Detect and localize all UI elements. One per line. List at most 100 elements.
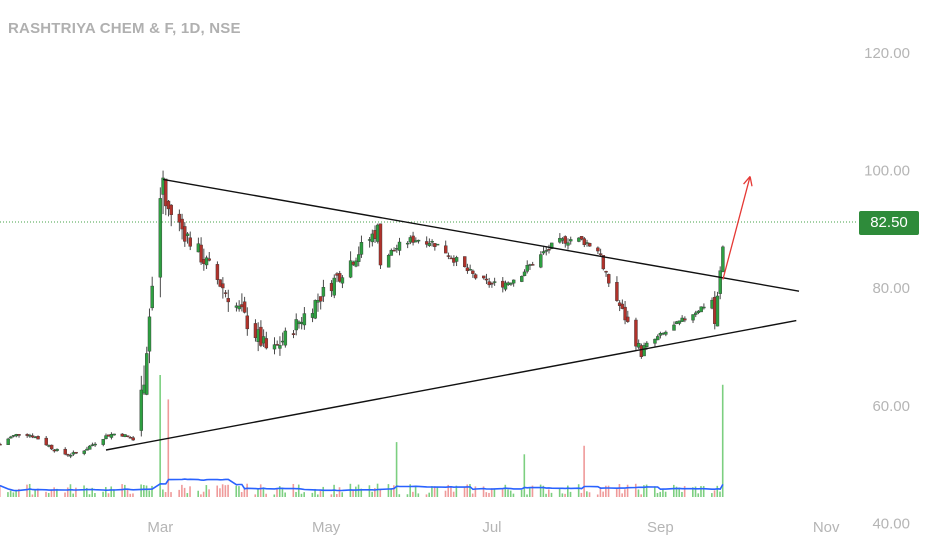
volume-bar (221, 484, 224, 497)
candle-body (55, 448, 59, 451)
volume-bar (561, 493, 564, 497)
candle-body (164, 178, 168, 207)
volume-bar (509, 490, 512, 497)
candle-body (204, 257, 209, 266)
volume-bar (374, 488, 376, 497)
volume-bar (605, 485, 607, 497)
volume-bar (322, 486, 325, 497)
candle-body (131, 437, 135, 441)
volume-bar (297, 484, 300, 497)
candle-body (44, 437, 48, 446)
candle-body (207, 258, 211, 261)
volume-bar (257, 489, 259, 497)
volume-bar (577, 484, 580, 497)
volume-bar (0, 484, 1, 497)
candle-body (109, 434, 114, 438)
volume-bar (18, 488, 20, 497)
volume-bar (387, 484, 390, 497)
volume-bar (197, 490, 199, 497)
volume-bar (300, 493, 303, 497)
candle-body (503, 282, 508, 290)
volume-bar (140, 484, 142, 497)
volume-bar (501, 488, 504, 497)
volume-bar (352, 490, 354, 497)
candle-body (492, 281, 497, 283)
volume-bar (692, 487, 694, 497)
volume-bar (50, 489, 53, 497)
volume-bar (281, 487, 284, 497)
x-tick-label: Mar (147, 519, 173, 536)
candle-body (482, 275, 486, 279)
volume-bar (395, 442, 398, 497)
candle-body (177, 213, 182, 223)
candle-body (158, 198, 163, 278)
candle-body (392, 249, 396, 252)
volume-bar (520, 489, 523, 497)
volume-bar (637, 489, 640, 497)
candle-body (424, 241, 429, 245)
candle-body (264, 338, 269, 349)
volume-bar (240, 492, 243, 497)
volume-bar (643, 485, 645, 497)
candle-body (36, 436, 40, 440)
volume-bar (148, 490, 151, 497)
volume-bar (523, 454, 526, 497)
candle-body (473, 274, 478, 279)
volume-bar (110, 486, 113, 497)
volume-bar (335, 494, 338, 497)
candle-body (302, 313, 307, 326)
volume-bar (580, 492, 583, 497)
volume-bar (121, 484, 123, 497)
candle-body (721, 246, 725, 272)
candle-body (17, 434, 21, 436)
volume-bar (355, 486, 357, 497)
volume-bar (455, 485, 458, 497)
volume-bar (124, 484, 126, 497)
candle-body (539, 254, 543, 268)
candle-body (386, 255, 391, 268)
candle-body (585, 242, 589, 244)
candle-body (348, 260, 353, 278)
volume-bar (278, 486, 281, 497)
candle-body (520, 276, 524, 282)
volume-bar (7, 492, 9, 497)
volume-bar (545, 493, 547, 497)
candle-body (511, 279, 516, 284)
volume-bar (243, 488, 246, 497)
x-tick-label: May (312, 519, 341, 536)
candle-body (636, 343, 641, 348)
candle-body (444, 245, 448, 254)
volume-bar (471, 493, 474, 497)
volume-bar (368, 485, 371, 497)
candle-body (126, 435, 130, 437)
volume-bar (425, 494, 428, 497)
volume-bar (482, 486, 485, 497)
candle-body (405, 242, 410, 245)
candle-body (435, 243, 440, 246)
candle-body (598, 253, 603, 255)
volume-bar (227, 484, 229, 497)
volume-bar (716, 485, 719, 497)
candle-body (544, 250, 548, 252)
volume-bar (645, 484, 648, 497)
candle-body (185, 233, 190, 236)
volume-bar (303, 492, 305, 497)
volume-bar (678, 487, 681, 497)
candle-body (245, 315, 250, 330)
volume-bar (414, 486, 417, 497)
candle-body (188, 237, 192, 247)
symbol-title: RASHTRIYA CHEM & F, 1D, NSE (8, 20, 241, 37)
candle-body (6, 438, 10, 445)
volume-bar (493, 488, 496, 497)
volume-bar (447, 484, 450, 497)
volume-bar (72, 493, 74, 497)
volume-bar (634, 483, 637, 497)
volume-bar (719, 491, 721, 497)
volume-bar (488, 492, 490, 497)
candle-body (318, 296, 323, 302)
volume-bar (183, 487, 186, 497)
candle-body (672, 324, 676, 331)
volume-bar (702, 486, 705, 497)
volume-bar (143, 484, 145, 497)
